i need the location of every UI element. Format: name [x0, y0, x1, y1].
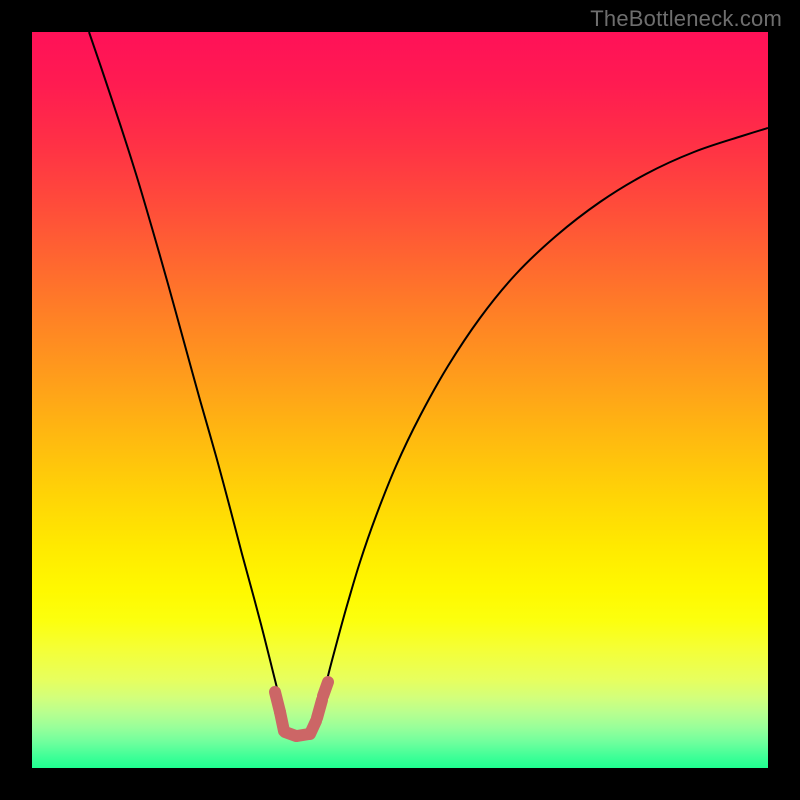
- chart-curves: [32, 32, 768, 768]
- watermark-label: TheBottleneck.com: [590, 6, 782, 32]
- bottleneck-bottom-marks: [275, 682, 328, 736]
- bottleneck-curve-left: [89, 32, 278, 692]
- plot-area: [32, 32, 768, 768]
- bottleneck-curve-right: [324, 128, 768, 692]
- plot-inner: [32, 32, 768, 768]
